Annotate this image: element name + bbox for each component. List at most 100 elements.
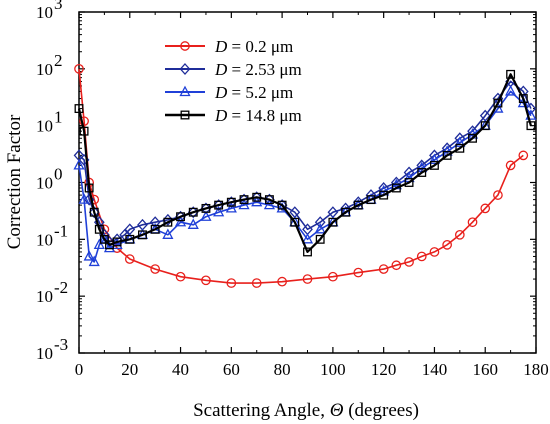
y-tick-label-exponent: 0 <box>54 165 63 184</box>
data-point-d-14-8 <box>239 195 249 205</box>
data-point-d-5-2 <box>103 241 116 253</box>
legend-label-d-14-8: D = 14.8 μm <box>214 106 302 125</box>
data-point-d-14-8 <box>315 234 325 244</box>
x-tick-label: 40 <box>172 360 189 379</box>
data-point-d-0-2 <box>251 278 262 288</box>
data-point-d-0-2 <box>201 275 211 286</box>
data-point-d-5-2 <box>238 198 250 210</box>
data-point-d-0-2 <box>505 160 516 171</box>
data-point-d-14-8 <box>138 230 147 240</box>
data-point-d-14-8 <box>518 94 528 104</box>
data-point-d-14-8 <box>252 192 262 202</box>
data-point-d-0-2 <box>467 217 478 228</box>
data-point-d-0-2 <box>416 251 427 262</box>
data-point-d-14-8 <box>366 195 376 205</box>
data-point-d-5-2 <box>454 136 466 147</box>
data-point-d-5-2 <box>213 205 225 217</box>
data-point-d-14-8 <box>455 143 465 153</box>
data-point-d-5-2 <box>111 238 123 249</box>
data-point-d-5-2 <box>88 255 100 267</box>
data-point-d-5-2 <box>93 238 105 249</box>
data-point-d-14-8 <box>188 207 198 217</box>
data-point-d-14-8 <box>74 104 84 114</box>
data-point-d-14-8 <box>468 133 477 143</box>
data-point-d-14-8 <box>379 190 389 200</box>
x-tick-label: 60 <box>223 360 240 379</box>
plot-frame <box>78 11 537 354</box>
data-point-d-5-2 <box>174 215 187 227</box>
series-d-14-8 <box>74 69 536 257</box>
data-point-d-2-53 <box>88 206 100 219</box>
data-point-d-0-2 <box>518 150 529 161</box>
data-point-d-14-8 <box>226 197 236 207</box>
data-point-d-2-53 <box>149 216 161 229</box>
data-point-d-5-2 <box>428 153 441 165</box>
x-tick-label: 140 <box>422 360 448 379</box>
data-point-d-14-8 <box>277 200 287 210</box>
legend-marker-d-5-2 <box>179 85 191 97</box>
data-point-d-14-8 <box>526 121 536 131</box>
data-point-d-14-8 <box>89 207 99 217</box>
data-point-d-14-8 <box>112 237 122 247</box>
legend-marker-d-14-8 <box>180 110 190 120</box>
data-point-d-14-8 <box>506 69 516 79</box>
data-point-d-14-8 <box>404 178 414 187</box>
data-point-d-14-8 <box>353 200 363 210</box>
data-point-d-14-8 <box>150 224 160 234</box>
data-point-d-2-53 <box>378 182 390 194</box>
y-tick-label: 10 <box>36 117 53 136</box>
data-point-d-5-2 <box>187 218 199 229</box>
data-point-d-14-8 <box>125 234 135 244</box>
data-point-d-0-2 <box>454 229 465 240</box>
y-tick-label-exponent: -3 <box>54 335 68 354</box>
data-point-d-14-8 <box>341 207 351 217</box>
data-point-d-14-8 <box>480 121 490 131</box>
data-point-d-14-8 <box>264 195 274 205</box>
data-point-d-5-2 <box>73 159 85 170</box>
data-point-d-14-8 <box>163 217 173 227</box>
series-line-d-0-2 <box>78 68 524 284</box>
data-point-d-14-8 <box>391 183 401 193</box>
data-point-d-2-53 <box>352 196 364 209</box>
data-point-d-14-8 <box>493 98 503 108</box>
series-d-0-2 <box>74 63 529 288</box>
data-point-d-0-2 <box>277 276 287 287</box>
data-point-d-0-2 <box>353 267 364 278</box>
data-point-d-14-8 <box>99 234 109 244</box>
legend-label-symbol: D <box>214 60 228 79</box>
legend-label-d-2-53: D = 2.53 μm <box>214 60 302 79</box>
y-tick-label-exponent: 3 <box>54 0 63 13</box>
x-tick-label: 120 <box>371 360 397 379</box>
data-point-d-5-2 <box>314 222 326 234</box>
legend-label-symbol: D <box>214 106 228 125</box>
legend-label-d-0-2: D = 0.2 μm <box>214 37 293 56</box>
data-point-d-14-8 <box>94 224 104 234</box>
y-tick-label-exponent: -2 <box>54 278 68 297</box>
data-point-d-0-2 <box>391 260 402 271</box>
data-point-d-14-8 <box>84 183 94 193</box>
data-point-d-5-2 <box>162 228 174 239</box>
data-point-d-0-2 <box>480 203 491 214</box>
series-layer <box>73 63 537 288</box>
x-axis-label-suffix: (degrees) <box>343 400 418 421</box>
series-d-2-53 <box>73 75 537 248</box>
y-tick-label: 10 <box>36 287 53 306</box>
data-point-d-0-2 <box>378 264 389 274</box>
x-axis-label-symbol: Θ <box>330 400 344 421</box>
legend-marker-d-0-2 <box>180 41 190 51</box>
data-point-d-14-8 <box>201 203 211 213</box>
x-tick-label: 160 <box>472 360 498 379</box>
data-point-d-5-2 <box>263 198 275 210</box>
data-point-d-14-8 <box>429 160 439 170</box>
data-point-d-5-2 <box>83 250 95 261</box>
legend-label-value: = 5.2 μm <box>227 83 293 102</box>
data-point-d-0-2 <box>302 274 313 284</box>
data-point-d-14-8 <box>417 168 427 177</box>
legend-label-value: = 14.8 μm <box>227 106 301 125</box>
legend: D = 0.2 μmD = 2.53 μmD = 5.2 μmD = 14.8 … <box>165 37 302 125</box>
data-point-d-14-8 <box>328 217 338 227</box>
legend-marker-d-2-53 <box>179 63 191 75</box>
data-point-d-14-8 <box>290 217 300 227</box>
data-point-d-0-2 <box>328 271 338 282</box>
